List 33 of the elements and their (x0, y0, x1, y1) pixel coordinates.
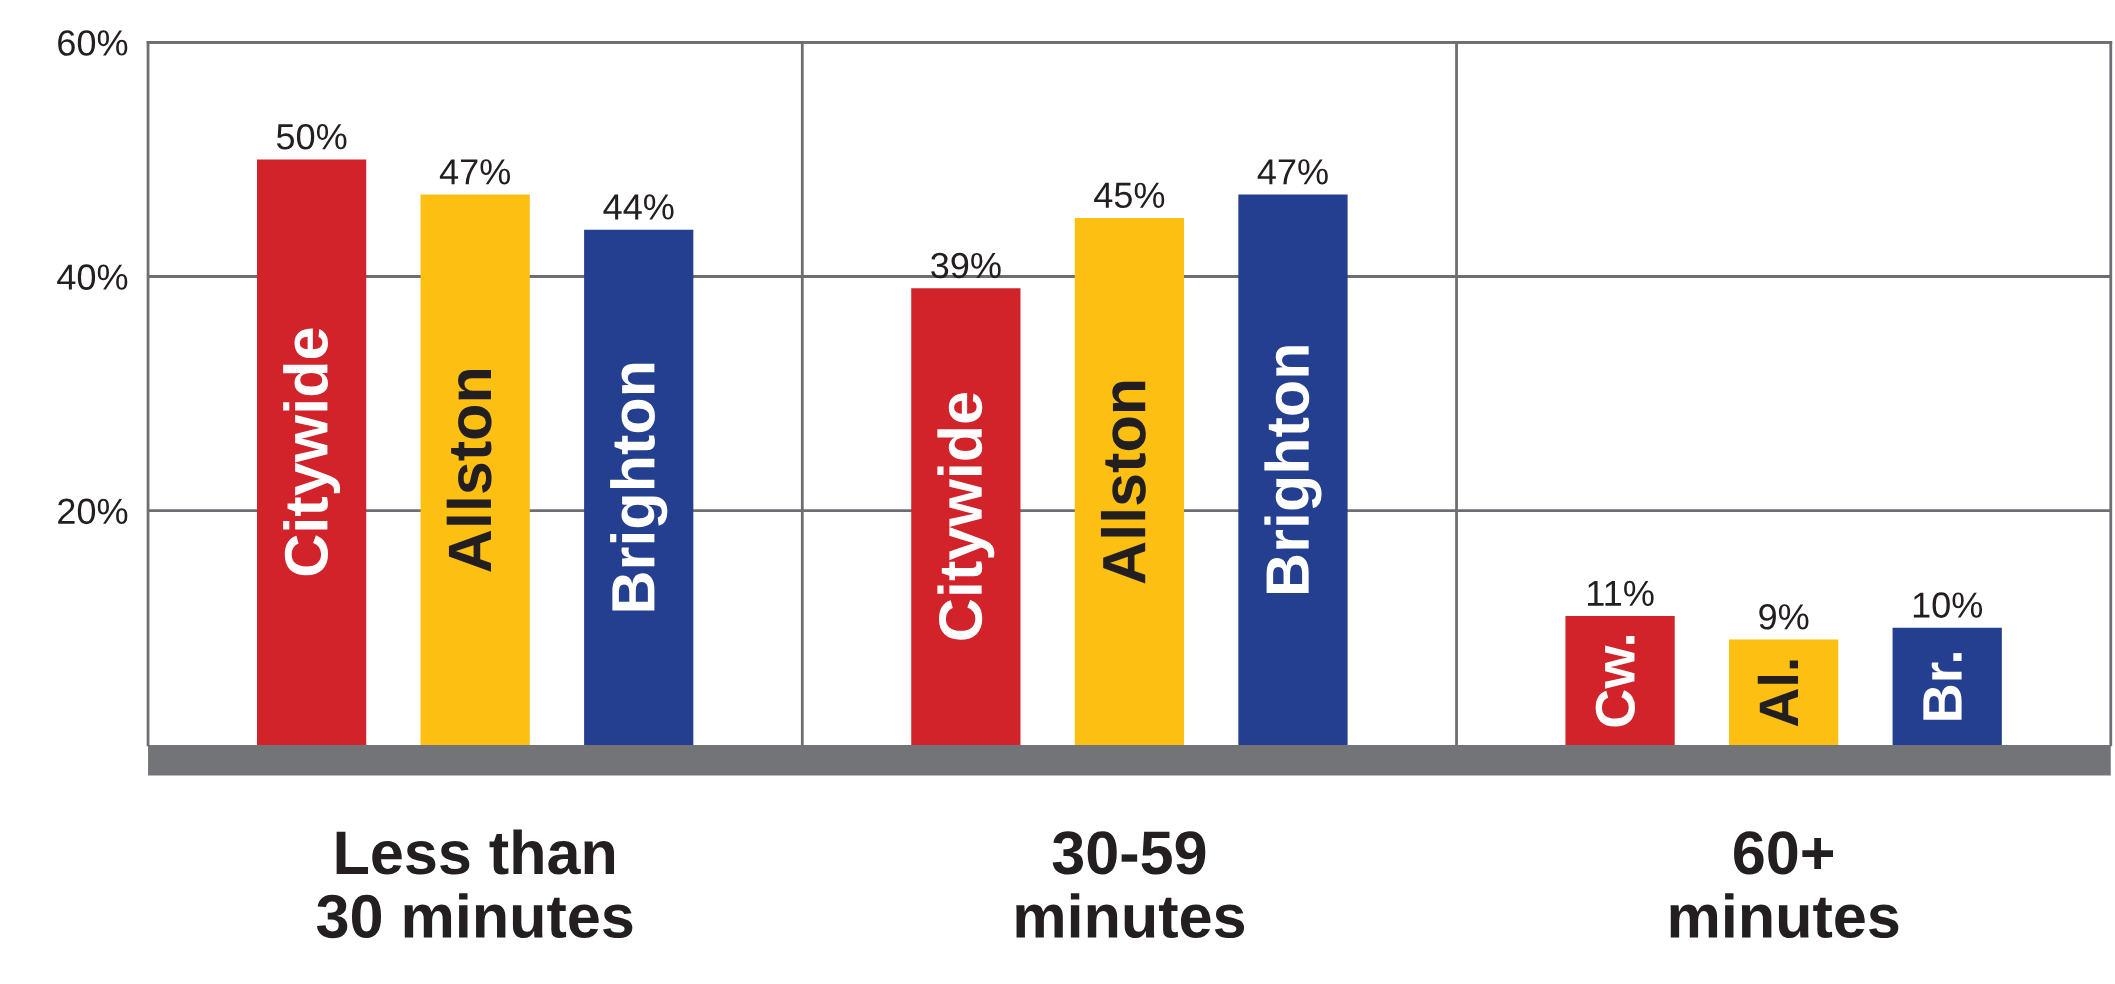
annotation: Cw. (1595, 635, 1635, 727)
data-label: 11% (1588, 580, 1654, 607)
bar (256, 159, 367, 745)
text: Allston (1100, 381, 1146, 584)
y-tick-label: 20% (58, 498, 128, 525)
x-tick-label: Less than 30 minutes (316, 829, 633, 939)
bar (1892, 627, 2002, 745)
x-tick-label: 60+ minutes (1670, 831, 1899, 939)
series-label: Brighton (610, 363, 668, 611)
data-label: 45% (1094, 182, 1165, 209)
bar (1729, 639, 1839, 745)
y-tick-label: 40% (57, 264, 128, 290)
data-label: 9% (1759, 604, 1809, 630)
data-label: 47% (1257, 159, 1328, 185)
bar (584, 229, 694, 745)
text: Citywide (937, 392, 995, 640)
data-label: 44% (603, 194, 674, 220)
data-label: 10% (1913, 592, 1983, 618)
x-tick-label: 30-59 minutes (1016, 831, 1245, 939)
text: Brighton (1264, 346, 1322, 593)
y-tick-label: 60% (58, 30, 128, 56)
annotation: Br. (1923, 653, 1962, 720)
bar (911, 288, 1021, 745)
data-label: 47% (439, 159, 511, 185)
bar (1565, 616, 1675, 745)
bar (1238, 194, 1348, 745)
data-label: 39% (931, 252, 1001, 279)
data-label: 50% (276, 123, 347, 150)
series-label: Citywide (283, 328, 341, 576)
bar (420, 194, 530, 745)
annotation: Al. (1757, 660, 1799, 727)
series-label: Allston (446, 369, 492, 572)
bar (1074, 217, 1185, 745)
